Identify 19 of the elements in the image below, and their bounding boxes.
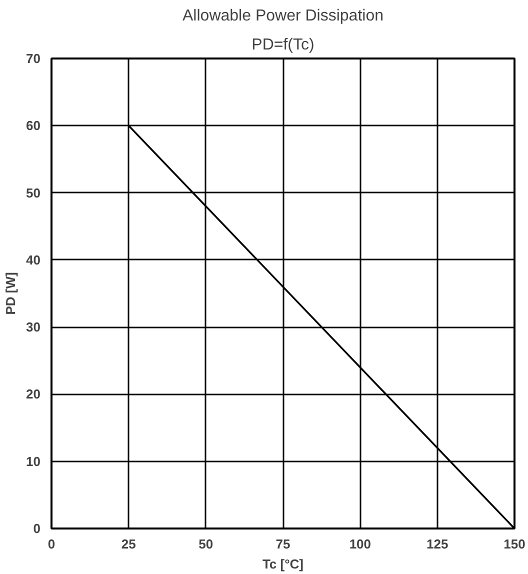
x-tick-label: 100 [349,536,372,552]
x-tick-label: 50 [198,536,214,552]
y-tick-label: 40 [26,252,41,268]
x-tick-label: 150 [504,536,526,552]
y-tick-label: 70 [26,51,41,66]
y-axis-title: PD [W] [3,272,18,315]
y-tick-label: 10 [26,454,41,469]
y-tick-label: 0 [33,521,41,536]
chart-title: Allowable Power Dissipation [182,8,384,24]
chart-subtitle: PD=f(Tc) [252,36,314,54]
x-axis-title: Tc [°C] [262,556,304,572]
y-tick-label: 20 [26,386,41,402]
y-tick-label: 60 [26,118,41,134]
x-tick-label: 0 [48,536,56,552]
x-tick-label: 75 [276,536,290,552]
y-tick-label: 30 [26,320,41,335]
x-tick-label: 125 [426,536,448,552]
x-tick-label: 25 [121,536,136,552]
y-tick-label: 50 [26,185,41,200]
